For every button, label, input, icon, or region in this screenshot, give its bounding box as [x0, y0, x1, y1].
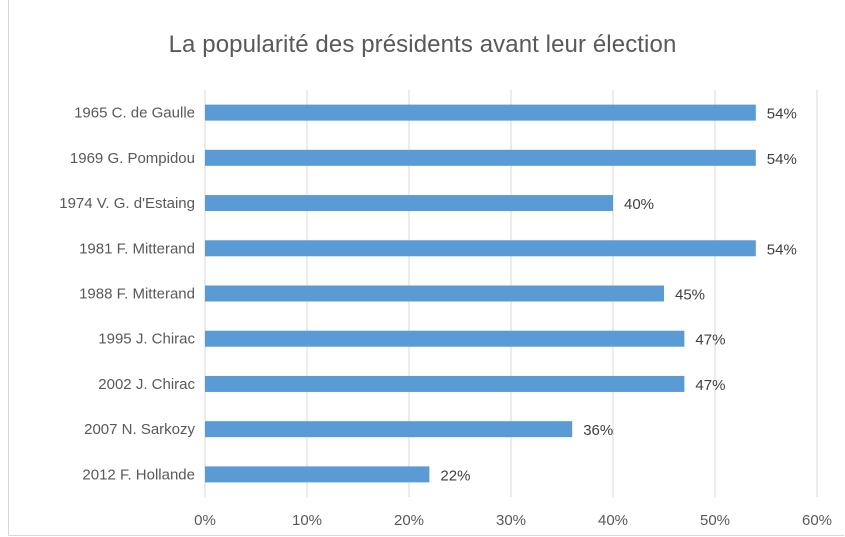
category-label: 1988 F. Mitterand	[79, 286, 195, 303]
bar	[205, 421, 573, 438]
x-tick-label: 40%	[598, 512, 628, 529]
data-label: 54%	[767, 106, 797, 123]
data-label: 47%	[695, 332, 725, 349]
bar	[205, 285, 664, 302]
x-tick-label: 30%	[496, 512, 526, 529]
chart-frame	[8, 0, 844, 536]
labels: 0% 10% 20% 30% 40% 50% 60% 1965 C. de Gaulle 54%…	[59, 105, 832, 529]
category-label: 2012 F. Hollande	[82, 466, 195, 483]
bar	[205, 330, 685, 347]
chart-title: La popularité des présidents avant leur …	[168, 31, 677, 58]
category-label: 1974 V. G. d'Estaing	[59, 195, 195, 212]
x-tick-label: 60%	[802, 512, 832, 529]
category-label: 1969 G. Pompidou	[70, 150, 195, 167]
bar	[205, 104, 756, 121]
data-label: 22%	[440, 467, 470, 484]
x-tick-label: 0%	[194, 512, 216, 529]
data-label: 54%	[767, 151, 797, 168]
bar	[205, 195, 613, 212]
data-label: 40%	[624, 196, 654, 213]
x-tick-label: 50%	[700, 512, 730, 529]
category-label: 1995 J. Chirac	[98, 331, 195, 348]
bar	[205, 375, 685, 392]
bar	[205, 466, 430, 483]
category-label: 1965 C. de Gaulle	[74, 105, 195, 122]
category-label: 2007 N. Sarkozy	[84, 421, 195, 438]
data-label: 45%	[675, 287, 705, 304]
category-label: 1981 F. Mitterand	[79, 240, 195, 257]
bar	[205, 240, 756, 257]
bar	[205, 149, 756, 166]
data-label: 47%	[695, 377, 725, 394]
category-label: 2002 J. Chirac	[98, 376, 195, 393]
x-tick-label: 20%	[394, 512, 424, 529]
data-label: 36%	[583, 422, 613, 439]
x-tick-label: 10%	[292, 512, 322, 529]
data-label: 54%	[767, 241, 797, 258]
bars	[205, 104, 756, 483]
